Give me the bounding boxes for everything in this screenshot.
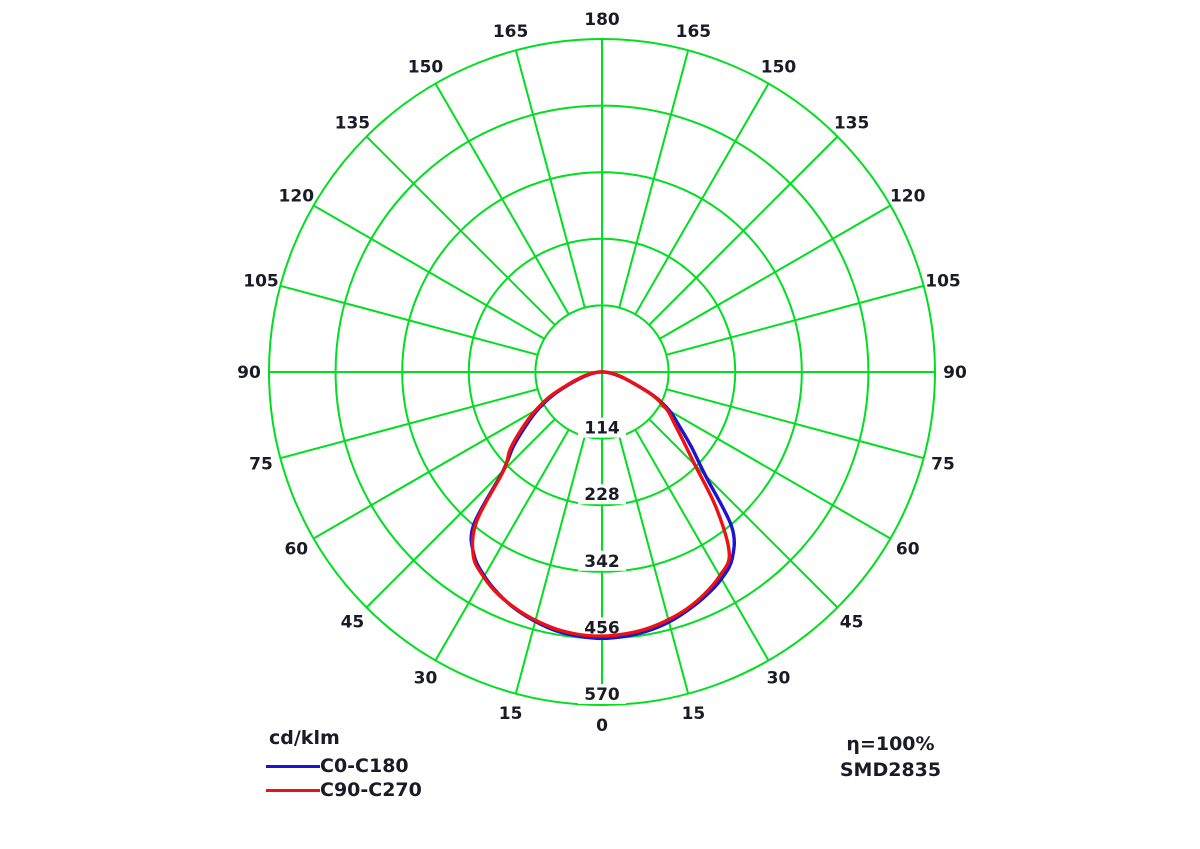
radial-tick-label-342: 342 xyxy=(584,552,620,572)
angle-label-180-right: 180 xyxy=(584,10,620,30)
radial-label-backing-456 xyxy=(578,617,626,638)
radial-tick-label-114: 114 xyxy=(584,419,620,439)
angle-label-165-left: 165 xyxy=(493,22,529,42)
legend-item-c90-c270: C90-C270 xyxy=(266,778,422,802)
grid-spoke-120 xyxy=(659,204,891,340)
angle-label-15-left: 15 xyxy=(499,704,523,724)
grid-spoke-210 xyxy=(434,83,570,315)
angle-label-120-right: 120 xyxy=(890,187,926,207)
grid-spoke-315 xyxy=(365,418,556,609)
angle-label-45-right: 45 xyxy=(840,613,864,633)
radial-label-backing-228 xyxy=(578,484,626,505)
legend-line-swatch-red xyxy=(266,788,320,792)
grid-spoke-15 xyxy=(618,436,690,694)
angle-label-165-right: 165 xyxy=(676,22,712,42)
radial-label-backing-114 xyxy=(578,417,626,438)
radial-label-backing-570 xyxy=(578,684,626,704)
radial-label-backing-342 xyxy=(578,550,626,571)
grid-spoke-225 xyxy=(365,135,556,326)
angle-label-30-right: 30 xyxy=(767,669,791,689)
legend-series-label-c90-c270: C90-C270 xyxy=(320,779,422,801)
grid-spoke-195 xyxy=(514,50,586,308)
angle-label-150-right: 150 xyxy=(761,57,797,77)
angle-label-75-right: 75 xyxy=(931,454,955,474)
grid-spoke-45 xyxy=(648,418,839,609)
grid-spoke-150 xyxy=(634,83,770,315)
led-model-label: SMD2835 xyxy=(839,759,942,781)
grid-spoke-330 xyxy=(434,429,570,661)
angle-label-90-left: 90 xyxy=(237,363,261,383)
legend-series-label-c0-c180: C0-C180 xyxy=(320,755,409,777)
angle-label-0-right: 0 xyxy=(596,716,608,736)
grid-spoke-105 xyxy=(666,284,924,356)
legend: cd/klm C0-C180 C90-C270 xyxy=(266,727,422,802)
grid-spoke-135 xyxy=(648,135,839,326)
angle-label-135-right: 135 xyxy=(834,113,870,133)
radial-tick-label-228: 228 xyxy=(584,485,620,505)
angle-label-90-right: 90 xyxy=(943,363,967,383)
grid-spoke-30 xyxy=(634,429,770,661)
grid-spoke-255 xyxy=(280,284,538,356)
legend-unit-label: cd/klm xyxy=(269,727,340,749)
curve-c90-c270 xyxy=(470,370,732,638)
legend-line-swatch-blue xyxy=(266,764,320,768)
angle-label-150-left: 150 xyxy=(408,57,444,77)
grid-spoke-75 xyxy=(666,388,924,460)
angle-label-60-left: 60 xyxy=(284,540,308,560)
grid-spoke-345 xyxy=(514,436,586,694)
legend-item-c0-c180: C0-C180 xyxy=(266,754,422,778)
angle-label-60-right: 60 xyxy=(896,540,920,560)
grid-spoke-285 xyxy=(280,388,538,460)
grid-spoke-240 xyxy=(313,204,545,340)
efficiency-label: η=100% xyxy=(846,733,935,755)
radial-tick-label-570: 570 xyxy=(584,685,620,705)
grid-spoke-60 xyxy=(659,404,891,540)
angle-label-15-right: 15 xyxy=(682,704,706,724)
angle-label-45-left: 45 xyxy=(341,613,365,633)
angle-label-30-left: 30 xyxy=(414,669,438,689)
grid-spoke-165 xyxy=(618,50,690,308)
angle-label-75-left: 75 xyxy=(249,454,273,474)
angle-label-105-left: 105 xyxy=(243,272,279,292)
angle-label-135-left: 135 xyxy=(335,113,371,133)
angle-label-105-right: 105 xyxy=(925,272,961,292)
radial-tick-label-456: 456 xyxy=(584,618,620,638)
angle-label-120-left: 120 xyxy=(279,187,315,207)
fixture-info: η=100% SMD2835 xyxy=(813,731,968,783)
grid-spoke-300 xyxy=(313,404,545,540)
